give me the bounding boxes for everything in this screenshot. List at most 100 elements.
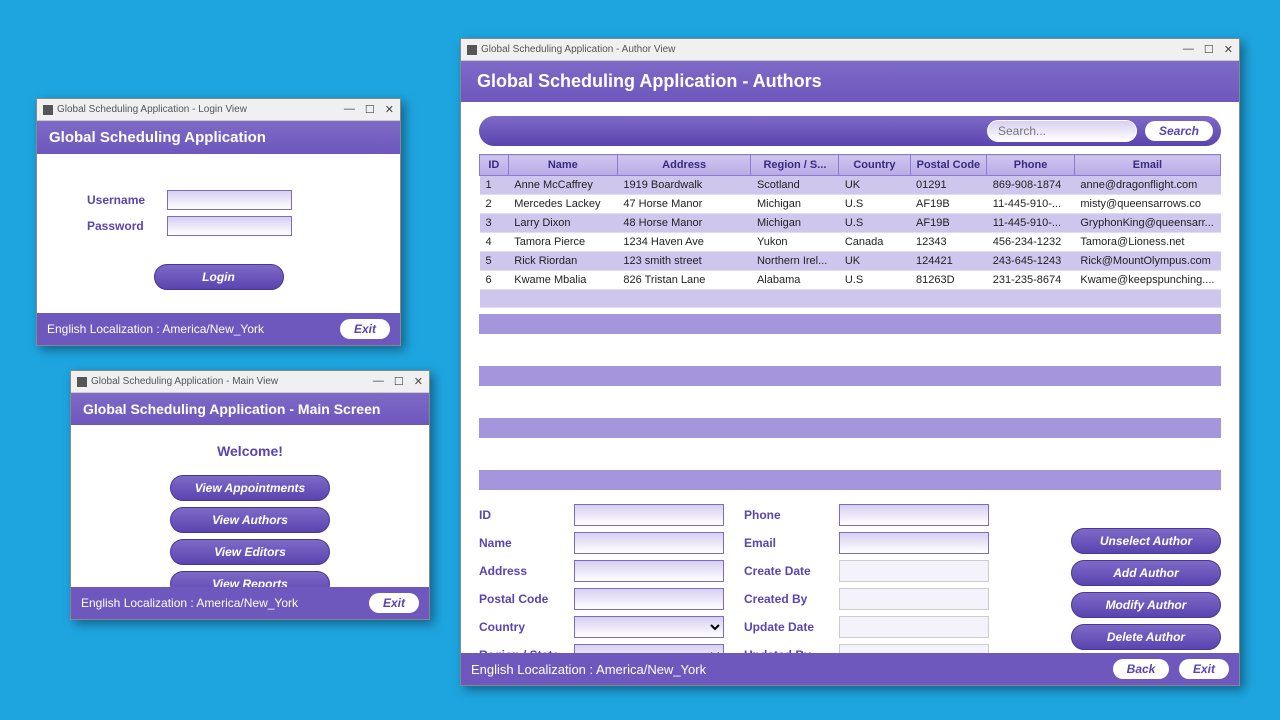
cell-region: Alabama: [751, 271, 839, 290]
maximize-icon[interactable]: ☐: [1204, 43, 1214, 56]
minimize-icon[interactable]: —: [373, 375, 384, 388]
unselect-author-button[interactable]: Unselect Author: [1071, 528, 1221, 554]
exit-button[interactable]: Exit: [340, 319, 390, 339]
createdby-label: Created By: [744, 592, 839, 606]
col-address[interactable]: Address: [617, 155, 751, 176]
exit-button[interactable]: Exit: [1179, 659, 1229, 679]
close-icon[interactable]: ✕: [385, 103, 394, 116]
cell-name: Rick Riordan: [508, 252, 617, 271]
search-button[interactable]: Search: [1145, 121, 1213, 141]
cell-country: Canada: [839, 233, 910, 252]
col-name[interactable]: Name: [508, 155, 617, 176]
cell-address: 826 Tristan Lane: [617, 271, 751, 290]
updatedate-label: Update Date: [744, 620, 839, 634]
email-input[interactable]: [839, 532, 989, 554]
author-window: Global Scheduling Application - Author V…: [460, 38, 1240, 686]
cell-email: misty@queensarrows.co: [1074, 195, 1220, 214]
back-button[interactable]: Back: [1113, 659, 1170, 679]
cell-email: GryphonKing@queensarr...: [1074, 214, 1220, 233]
cell-phone: 243-645-1243: [987, 252, 1075, 271]
table-row[interactable]: 2Mercedes Lackey47 Horse ManorMichiganU.…: [480, 195, 1221, 214]
table-row[interactable]: 4Tamora Pierce1234 Haven AveYukonCanada1…: [480, 233, 1221, 252]
cell-region: Northern Irel...: [751, 252, 839, 271]
main-footer: English Localization : America/New_York …: [71, 587, 429, 619]
id-label: ID: [479, 508, 574, 522]
app-icon: [77, 377, 87, 387]
window-title: Global Scheduling Application - Login Vi…: [57, 104, 247, 115]
cell-country: UK: [839, 176, 910, 195]
login-window: Global Scheduling Application - Login Vi…: [36, 98, 401, 346]
phone-input[interactable]: [839, 504, 989, 526]
cell-email: Tamora@Lioness.net: [1074, 233, 1220, 252]
cell-phone: 11-445-910-...: [987, 214, 1075, 233]
cell-phone: 11-445-910-...: [987, 195, 1075, 214]
view-editors-button[interactable]: View Editors: [170, 539, 330, 565]
cell-id: 4: [480, 233, 509, 252]
view-appointments-button[interactable]: View Appointments: [170, 475, 330, 501]
cell-id: 2: [480, 195, 509, 214]
cell-email: Kwame@keepspunching....: [1074, 271, 1220, 290]
id-input[interactable]: [574, 504, 724, 526]
cell-region: Michigan: [751, 214, 839, 233]
cell-address: 1234 Haven Ave: [617, 233, 751, 252]
localization-label: English Localization : America/New_York: [471, 662, 706, 677]
table-row[interactable]: 6Kwame Mbalia826 Tristan LaneAlabamaU.S8…: [480, 271, 1221, 290]
search-bar: Search: [479, 116, 1221, 146]
address-input[interactable]: [574, 560, 724, 582]
cell-name: Anne McCaffrey: [508, 176, 617, 195]
cell-phone: 456-234-1232: [987, 233, 1075, 252]
updatedate-input: [839, 616, 989, 638]
striped-spacer: [479, 314, 1221, 490]
col-id[interactable]: ID: [480, 155, 509, 176]
country-label: Country: [479, 620, 574, 634]
postal-input[interactable]: [574, 588, 724, 610]
table-row[interactable]: 1Anne McCaffrey1919 BoardwalkScotlandUK0…: [480, 176, 1221, 195]
name-input[interactable]: [574, 532, 724, 554]
cell-address: 1919 Boardwalk: [617, 176, 751, 195]
password-input[interactable]: [167, 216, 292, 236]
author-detail-form: ID Name Address Postal Code Country Regi…: [461, 498, 1239, 672]
col-country[interactable]: Country: [839, 155, 910, 176]
cell-name: Kwame Mbalia: [508, 271, 617, 290]
exit-button[interactable]: Exit: [369, 593, 419, 613]
author-header: Global Scheduling Application - Authors: [461, 61, 1239, 102]
cell-country: UK: [839, 252, 910, 271]
minimize-icon[interactable]: —: [1183, 43, 1194, 56]
cell-id: 3: [480, 214, 509, 233]
modify-author-button[interactable]: Modify Author: [1071, 592, 1221, 618]
search-input[interactable]: [987, 120, 1137, 142]
welcome-label: Welcome!: [71, 443, 429, 459]
table-row-empty: [480, 290, 1221, 308]
createdate-input: [839, 560, 989, 582]
cell-email: Rick@MountOlympus.com: [1074, 252, 1220, 271]
login-button[interactable]: Login: [154, 264, 284, 290]
titlebar: Global Scheduling Application - Login Vi…: [37, 99, 400, 121]
app-icon: [43, 105, 53, 115]
maximize-icon[interactable]: ☐: [394, 375, 404, 388]
address-label: Address: [479, 564, 574, 578]
cell-country: U.S: [839, 271, 910, 290]
cell-region: Yukon: [751, 233, 839, 252]
close-icon[interactable]: ✕: [414, 375, 423, 388]
add-author-button[interactable]: Add Author: [1071, 560, 1221, 586]
table-row[interactable]: 3Larry Dixon48 Horse ManorMichiganU.SAF1…: [480, 214, 1221, 233]
phone-label: Phone: [744, 508, 839, 522]
titlebar: Global Scheduling Application - Main Vie…: [71, 371, 429, 393]
col-region[interactable]: Region / S...: [751, 155, 839, 176]
col-email[interactable]: Email: [1074, 155, 1220, 176]
window-title: Global Scheduling Application - Author V…: [481, 44, 675, 55]
delete-author-button[interactable]: Delete Author: [1071, 624, 1221, 650]
col-phone[interactable]: Phone: [987, 155, 1075, 176]
localization-label: English Localization : America/New_York: [81, 596, 298, 610]
minimize-icon[interactable]: —: [344, 103, 355, 116]
table-row[interactable]: 5Rick Riordan123 smith streetNorthern Ir…: [480, 252, 1221, 271]
col-postal[interactable]: Postal Code: [910, 155, 987, 176]
close-icon[interactable]: ✕: [1224, 43, 1233, 56]
cell-region: Scotland: [751, 176, 839, 195]
username-input[interactable]: [167, 190, 292, 210]
authors-table: ID Name Address Region / S... Country Po…: [479, 154, 1221, 308]
view-authors-button[interactable]: View Authors: [170, 507, 330, 533]
country-select[interactable]: [574, 616, 724, 638]
cell-address: 47 Horse Manor: [617, 195, 751, 214]
maximize-icon[interactable]: ☐: [365, 103, 375, 116]
